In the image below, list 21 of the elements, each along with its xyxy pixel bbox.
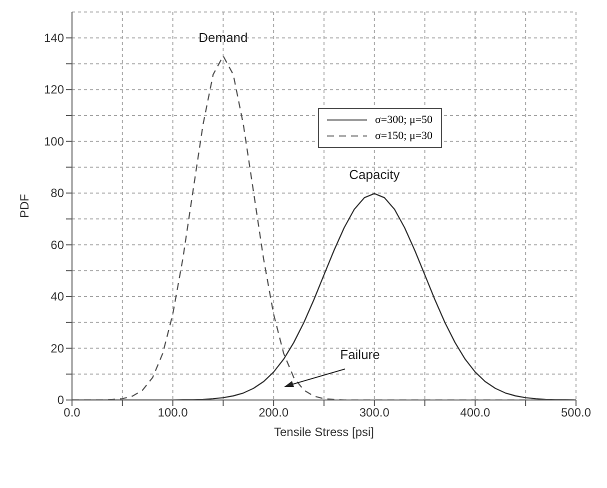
y-tick-label: 140 <box>44 30 64 45</box>
y-tick-label: 120 <box>44 82 64 97</box>
y-tick-label: 60 <box>50 238 64 252</box>
legend-label: σ=150; μ=30 <box>375 129 433 144</box>
y-tick-label: 0 <box>57 393 64 407</box>
x-axis-title: Tensile Stress [psi] <box>274 425 374 439</box>
x-tick-label: 300.0 <box>359 406 390 420</box>
y-tick-label: 100 <box>44 134 64 148</box>
x-tick-label: 400.0 <box>460 406 491 420</box>
y-tick-label: 20 <box>50 341 64 356</box>
legend-label: σ=300; μ=50 <box>375 113 433 128</box>
annotation: Capacity <box>349 167 400 182</box>
y-axis-title: PDF <box>17 194 32 218</box>
x-tick-label: 0.0 <box>64 406 81 420</box>
x-tick-label: 200.0 <box>258 406 289 420</box>
x-tick-label: 500.0 <box>560 406 592 420</box>
annotation: Failure <box>340 347 380 362</box>
y-tick-label: 80 <box>50 186 64 200</box>
x-tick-label: 100.0 <box>158 406 188 420</box>
annotation: Demand <box>198 30 248 45</box>
y-tick-label: 40 <box>50 290 64 304</box>
